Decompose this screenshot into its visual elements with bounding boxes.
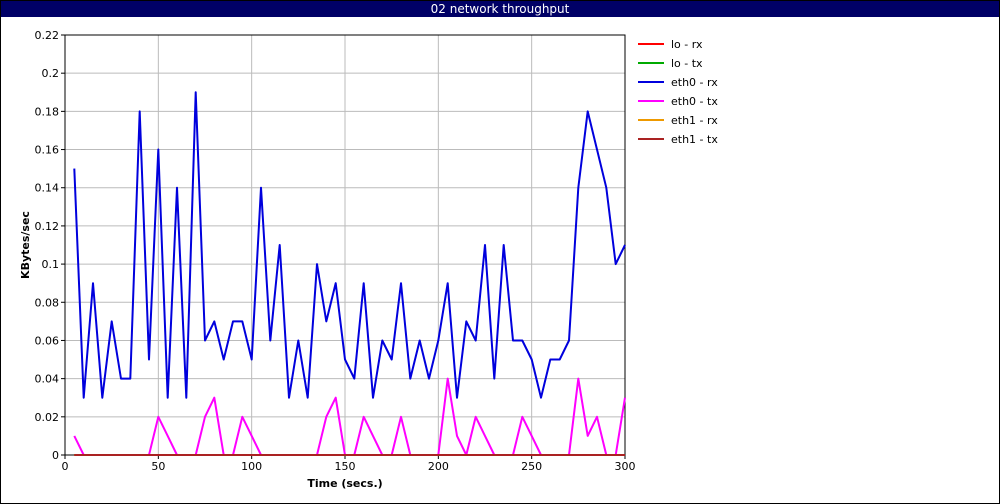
x-tick-label: 300 <box>615 460 636 473</box>
grid <box>64 34 626 456</box>
y-axis-label: KBytes/sec <box>19 211 32 279</box>
legend-label: eth1 - rx <box>671 114 718 127</box>
legend-label: eth0 - rx <box>671 76 718 89</box>
series-lines <box>73 91 626 456</box>
legend: lo - rx lo - tx eth0 - rx eth0 - tx eth1 - r… <box>638 38 718 146</box>
y-tick-label: 0 <box>52 449 59 462</box>
legend-label: eth0 - tx <box>671 95 718 108</box>
x-tick-label: 200 <box>428 460 449 473</box>
y-tick-label: 0.12 <box>35 220 60 233</box>
x-tick-label: 250 <box>521 460 542 473</box>
y-tick-label: 0.06 <box>35 334 60 347</box>
y-tick-label: 0.22 <box>35 29 60 42</box>
x-tick-label: 100 <box>241 460 262 473</box>
y-tick-label: 0.02 <box>35 411 60 424</box>
x-tick-label: 50 <box>151 460 165 473</box>
y-tick-label: 0.08 <box>35 296 60 309</box>
series-line-2 <box>73 91 626 399</box>
y-tick-label: 0.04 <box>35 373 60 386</box>
x-tick-label: 0 <box>62 460 69 473</box>
y-axis-ticks: 0 0.02 0.04 0.06 0.08 0.1 0.12 0.14 0.16 0.18 0.2 0… <box>35 29 65 462</box>
x-axis-label: Time (secs.) <box>307 477 382 490</box>
x-axis-ticks: 0 50 100 150 200 250 300 <box>62 455 636 473</box>
y-tick-label: 0.16 <box>35 144 60 157</box>
y-tick-label: 0.2 <box>42 67 60 80</box>
legend-label: lo - rx <box>671 38 703 51</box>
window-title: 02 network throughput <box>1 1 999 17</box>
x-tick-label: 150 <box>335 460 356 473</box>
legend-label: lo - tx <box>671 57 703 70</box>
legend-label: eth1 - tx <box>671 133 718 146</box>
y-tick-label: 0.14 <box>35 182 60 195</box>
y-tick-label: 0.1 <box>42 258 60 271</box>
y-tick-label: 0.18 <box>35 105 60 118</box>
